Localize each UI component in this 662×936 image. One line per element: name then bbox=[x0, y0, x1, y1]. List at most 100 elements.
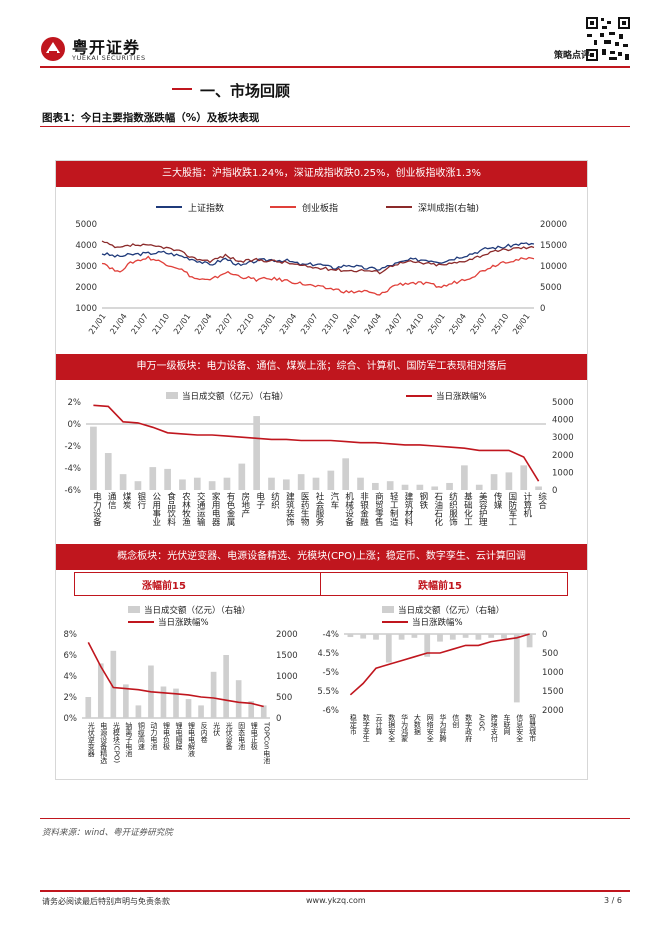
volume-bar bbox=[193, 477, 201, 490]
volume-bar bbox=[119, 474, 127, 490]
volume-bar bbox=[437, 634, 443, 642]
category-label: 有色金属 bbox=[225, 491, 235, 527]
volume-bar bbox=[461, 465, 468, 490]
category-label: 智慧城市 bbox=[529, 713, 537, 743]
x-tick-label: 22/10 bbox=[235, 312, 256, 336]
volume-bar bbox=[97, 663, 104, 718]
y-tick-label: 3000 bbox=[75, 262, 97, 272]
volume-bar bbox=[223, 655, 229, 718]
category-label: 电源设备精选 bbox=[100, 721, 108, 765]
gainers-combo-chart: 当日成交额（亿元）（右轴）当日涨跌幅% 0% 2% 4% 6% 8% 0 500 1000 150… bbox=[64, 605, 298, 765]
category-label: 美容护理 bbox=[477, 491, 487, 526]
y-tick-label: -4% bbox=[322, 630, 339, 640]
volume-bar bbox=[431, 486, 439, 490]
category-label: 农林牧渔 bbox=[180, 491, 190, 526]
change-line bbox=[87, 642, 264, 708]
volume-bar bbox=[297, 474, 305, 490]
category-label: 数据安全 bbox=[388, 713, 396, 742]
volume-bar bbox=[373, 634, 379, 640]
y2-tick-label: 3000 bbox=[552, 433, 574, 443]
category-label: 固态电池 bbox=[238, 722, 246, 750]
category-label: AIGC bbox=[477, 714, 485, 731]
volume-bar bbox=[386, 481, 394, 490]
category-label: 房地产 bbox=[240, 491, 250, 518]
category-label: 石油石化 bbox=[433, 492, 443, 527]
category-label: 电子 bbox=[255, 491, 265, 509]
y-tick-label: 0% bbox=[68, 420, 82, 430]
source-divider bbox=[40, 818, 630, 819]
y-tick-label: -4.5% bbox=[318, 649, 339, 659]
volume-bar bbox=[520, 465, 528, 490]
volume-bar bbox=[253, 416, 260, 490]
sector-combo-chart: 当日成交额（亿元）（右轴） 当日涨跌幅% -6% -4% -2% 0% 2% 0 1000 200… bbox=[64, 391, 574, 527]
x-tick-label: 24/01 bbox=[341, 312, 362, 336]
volume-bar bbox=[164, 468, 171, 490]
y-tick-label: 1000 bbox=[75, 304, 97, 314]
x-tick-label: 23/04 bbox=[278, 312, 299, 336]
category-label: 建筑材料 bbox=[403, 491, 413, 527]
category-label: 综合 bbox=[537, 491, 547, 510]
volume-bar bbox=[501, 634, 507, 639]
y2-tick-label: 0 bbox=[542, 630, 547, 640]
legend-label: 当日成交额（亿元）（右轴） bbox=[398, 605, 504, 616]
volume-bar bbox=[135, 705, 142, 718]
series-line bbox=[101, 240, 535, 275]
category-label: 光伏设备 bbox=[225, 721, 233, 751]
category-label: 汽车 bbox=[329, 491, 339, 510]
volume-bar bbox=[488, 634, 495, 638]
concept-subheader-divider bbox=[320, 572, 321, 596]
volume-bar bbox=[535, 486, 542, 490]
volume-bar bbox=[110, 650, 117, 718]
y2-tick-label: 0 bbox=[276, 714, 281, 724]
category-label: 交通运输 bbox=[195, 491, 205, 527]
y-tick-label: 4000 bbox=[75, 241, 97, 251]
x-tick-label: 23/10 bbox=[320, 312, 341, 336]
y2-tick-label: 1500 bbox=[542, 687, 564, 697]
x-tick-label: 24/04 bbox=[363, 312, 384, 336]
legend-label: 当日成交额（亿元）（右轴） bbox=[144, 605, 250, 616]
legend-swatch bbox=[128, 606, 140, 613]
figure-divider bbox=[40, 126, 630, 127]
category-label: 煤炭 bbox=[121, 491, 131, 510]
volume-bar bbox=[260, 705, 267, 718]
company-logo-icon bbox=[41, 37, 65, 61]
volume-bar bbox=[385, 634, 392, 663]
y2-tick-label: 1000 bbox=[276, 672, 298, 682]
legend-label: 当日涨跌幅% bbox=[436, 391, 487, 402]
y-tick-label: 0% bbox=[64, 714, 78, 724]
category-label: 光伏 bbox=[213, 721, 221, 737]
volume-bar bbox=[238, 463, 246, 490]
volume-bar bbox=[208, 481, 216, 490]
category-label: 家用电器 bbox=[210, 491, 220, 527]
volume-bar bbox=[513, 634, 520, 703]
volume-bar bbox=[505, 472, 513, 490]
category-label: 公用事业 bbox=[151, 492, 161, 526]
volume-bar bbox=[179, 479, 186, 490]
volume-bar bbox=[198, 705, 204, 718]
volume-bar bbox=[268, 477, 275, 490]
category-label: 建筑装饰 bbox=[284, 491, 294, 527]
category-label: 锂电正极 bbox=[250, 721, 258, 751]
doc-type-label: 策略点评 bbox=[554, 51, 591, 61]
category-label: 商贸零售 bbox=[373, 491, 383, 527]
volume-bar bbox=[104, 453, 112, 490]
legend-label: 当日涨跌幅% bbox=[158, 617, 209, 628]
category-label: 稳定币 bbox=[349, 713, 357, 736]
category-label: 电力设备 bbox=[91, 491, 101, 527]
category-label: 华为鸿蒙 bbox=[401, 713, 409, 742]
category-label: 纺织 bbox=[269, 491, 279, 510]
volume-bar bbox=[416, 484, 424, 490]
y-tick-label: 5000 bbox=[75, 220, 97, 230]
x-tick-label: 24/10 bbox=[405, 312, 426, 336]
category-label: 计算机 bbox=[522, 491, 532, 518]
category-label: 钠离子电池 bbox=[125, 721, 133, 757]
x-tick-label: 21/10 bbox=[151, 312, 172, 336]
concept-subheader-frame bbox=[74, 572, 568, 596]
volume-bar bbox=[85, 697, 92, 718]
footer-page: 3 / 6 bbox=[604, 896, 622, 905]
volume-bar bbox=[475, 634, 482, 640]
y2-tick-label: 1500 bbox=[276, 651, 298, 661]
figure-title: 图表1：今日主要指数涨跌幅（%）及板块表现 bbox=[42, 112, 260, 124]
header-divider bbox=[40, 66, 630, 68]
volume-bar bbox=[490, 474, 498, 490]
